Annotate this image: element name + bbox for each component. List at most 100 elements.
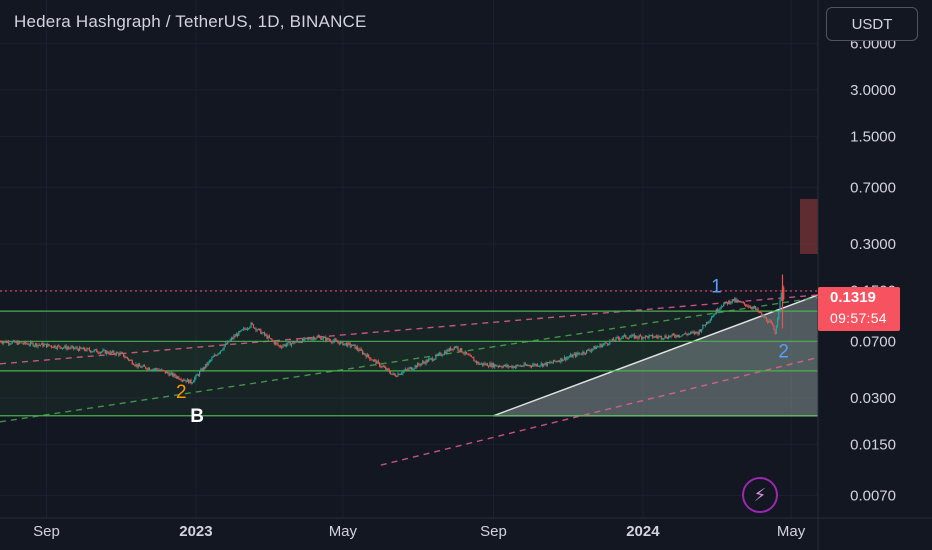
candle-body[interactable]	[566, 357, 568, 360]
candle-body[interactable]	[574, 353, 577, 357]
candle-body[interactable]	[672, 333, 675, 335]
candle-body[interactable]	[178, 376, 180, 380]
candle-body[interactable]	[353, 344, 355, 346]
candle-body[interactable]	[490, 363, 492, 367]
candle-body[interactable]	[322, 337, 324, 339]
candle-body[interactable]	[355, 346, 357, 349]
candle-body[interactable]	[587, 349, 589, 351]
candle-body[interactable]	[559, 361, 561, 363]
candle-body[interactable]	[751, 307, 753, 309]
candle-body[interactable]	[740, 301, 742, 303]
candle-body[interactable]	[169, 373, 171, 376]
candle-body[interactable]	[330, 340, 332, 342]
candle-body[interactable]	[600, 344, 602, 348]
candle-body[interactable]	[194, 377, 196, 382]
candle-body[interactable]	[163, 370, 165, 372]
candle-body[interactable]	[6, 341, 8, 343]
candle-body[interactable]	[634, 335, 637, 339]
candle-body[interactable]	[10, 343, 12, 345]
candle-body[interactable]	[184, 380, 186, 382]
candle-body[interactable]	[58, 345, 60, 347]
candle-body[interactable]	[441, 355, 443, 357]
candle-body[interactable]	[513, 366, 515, 368]
candle-body[interactable]	[92, 351, 94, 353]
candle-body[interactable]	[246, 328, 248, 330]
candle-body[interactable]	[238, 331, 240, 336]
candle-body[interactable]	[251, 322, 253, 325]
candle-body[interactable]	[381, 366, 383, 368]
candle-body[interactable]	[608, 344, 610, 346]
candle-body[interactable]	[756, 308, 758, 310]
candle-body[interactable]	[783, 287, 785, 300]
candle-body[interactable]	[631, 335, 633, 337]
candle-body[interactable]	[94, 349, 97, 351]
candle-body[interactable]	[398, 373, 400, 375]
candle-body[interactable]	[462, 352, 464, 354]
candle-body[interactable]	[294, 342, 296, 344]
candle-body[interactable]	[371, 359, 373, 361]
candle-body[interactable]	[654, 336, 656, 338]
candle-body[interactable]	[347, 342, 349, 347]
candle-body[interactable]	[511, 366, 513, 368]
candle-body[interactable]	[655, 336, 657, 338]
candle-body[interactable]	[742, 302, 744, 304]
candle-body[interactable]	[230, 338, 233, 340]
candle-body[interactable]	[224, 343, 226, 347]
candle-body[interactable]	[628, 337, 631, 339]
candle-body[interactable]	[98, 352, 100, 354]
candle-body[interactable]	[255, 327, 257, 331]
candle-body[interactable]	[757, 308, 759, 312]
candle-body[interactable]	[665, 335, 667, 338]
candle-body[interactable]	[535, 364, 537, 366]
candle-body[interactable]	[478, 362, 480, 365]
candle-body[interactable]	[61, 347, 64, 349]
candle-body[interactable]	[356, 346, 359, 350]
candle-body[interactable]	[739, 300, 741, 302]
candle-body[interactable]	[685, 333, 687, 335]
candle-body[interactable]	[228, 341, 230, 343]
candle-body[interactable]	[622, 335, 624, 338]
candle-body[interactable]	[0, 341, 2, 343]
candle-body[interactable]	[573, 353, 575, 355]
candle-body[interactable]	[96, 349, 98, 353]
candle-body[interactable]	[410, 367, 413, 370]
candle-body[interactable]	[207, 361, 209, 366]
candle-body[interactable]	[426, 360, 428, 362]
candle-body[interactable]	[145, 366, 147, 369]
candle-body[interactable]	[44, 343, 46, 345]
candle-body[interactable]	[451, 348, 453, 351]
candle-body[interactable]	[270, 338, 272, 340]
candle-body[interactable]	[650, 335, 653, 337]
candle-body[interactable]	[552, 359, 555, 363]
candle-body[interactable]	[256, 329, 258, 331]
candle-body[interactable]	[298, 341, 300, 343]
candle-body[interactable]	[247, 328, 250, 330]
candle-body[interactable]	[688, 333, 691, 335]
candle-body[interactable]	[125, 357, 127, 359]
candle-body[interactable]	[774, 329, 776, 334]
candle-body[interactable]	[527, 364, 529, 366]
candle-body[interactable]	[487, 366, 490, 368]
candle-body[interactable]	[64, 345, 66, 348]
candle-body[interactable]	[325, 337, 327, 341]
candle-body[interactable]	[713, 314, 715, 317]
candle-body[interactable]	[358, 349, 360, 351]
candle-body[interactable]	[419, 364, 421, 366]
candle-body[interactable]	[431, 358, 433, 361]
candle-body[interactable]	[470, 355, 473, 357]
candle-body[interactable]	[401, 373, 403, 375]
candle-body[interactable]	[708, 321, 710, 323]
candle-body[interactable]	[505, 364, 507, 367]
candle-body[interactable]	[282, 345, 284, 348]
candle-body[interactable]	[481, 363, 484, 366]
candle-body[interactable]	[80, 347, 82, 349]
candle-body[interactable]	[525, 364, 528, 366]
candle-body[interactable]	[386, 368, 388, 370]
candle-body[interactable]	[598, 346, 600, 348]
candle-body[interactable]	[503, 364, 506, 366]
candle-body[interactable]	[377, 361, 379, 363]
candle-body[interactable]	[723, 303, 725, 307]
candle-body[interactable]	[648, 335, 650, 339]
candle-body[interactable]	[403, 370, 405, 372]
